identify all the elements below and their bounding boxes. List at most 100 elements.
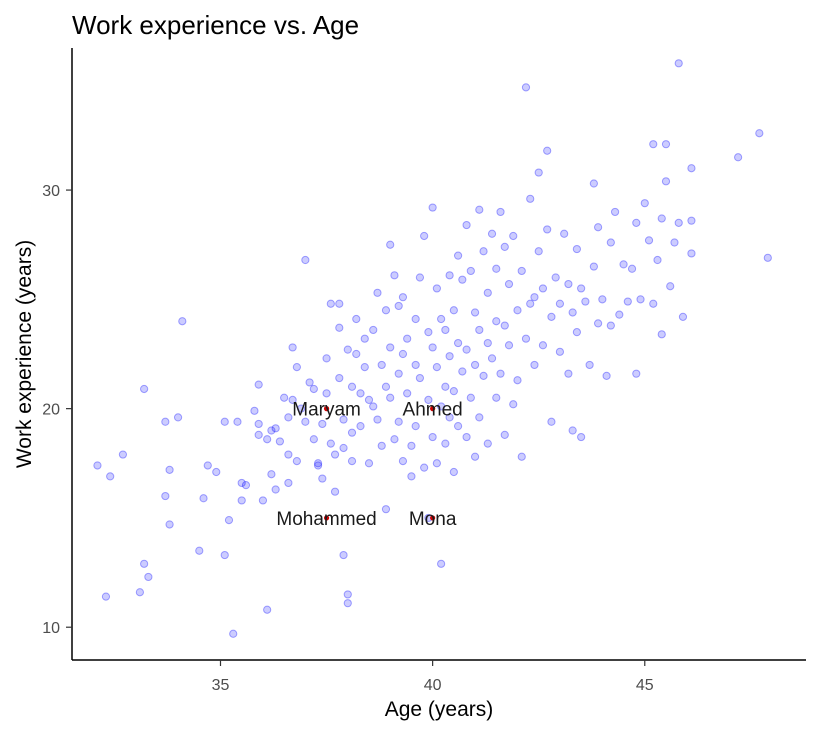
data-point xyxy=(453,422,463,431)
data-point xyxy=(335,299,344,308)
data-point xyxy=(343,599,352,608)
data-point xyxy=(347,382,357,391)
data-point xyxy=(577,284,586,293)
data-point xyxy=(496,369,505,378)
data-point xyxy=(313,459,323,468)
data-point xyxy=(606,321,615,330)
data-point xyxy=(411,422,420,431)
data-point xyxy=(237,496,246,505)
data-point xyxy=(453,251,463,260)
data-point xyxy=(547,417,556,426)
data-point xyxy=(292,457,301,466)
data-point xyxy=(678,312,688,321)
data-point xyxy=(475,413,484,422)
y-tick-label: 10 xyxy=(42,620,60,637)
data-point xyxy=(619,260,628,269)
data-point xyxy=(674,218,683,227)
data-point xyxy=(632,369,641,378)
data-point xyxy=(364,459,374,468)
data-point xyxy=(441,439,450,448)
data-point xyxy=(504,279,514,289)
data-point xyxy=(479,247,488,256)
data-point xyxy=(445,271,454,280)
data-point xyxy=(377,441,386,450)
data-point xyxy=(343,345,352,354)
data-point xyxy=(636,295,645,304)
data-point xyxy=(339,415,348,424)
data-point xyxy=(492,393,501,402)
highlight-point xyxy=(323,515,330,521)
data-point xyxy=(483,439,492,448)
data-point xyxy=(437,559,446,568)
data-point xyxy=(432,284,441,293)
data-point xyxy=(687,164,696,173)
data-point xyxy=(462,345,471,354)
data-point xyxy=(195,546,204,555)
data-point xyxy=(144,572,153,582)
data-point xyxy=(288,395,297,404)
data-point xyxy=(657,214,666,223)
data-point xyxy=(161,491,170,501)
data-point xyxy=(347,428,357,437)
data-point xyxy=(140,384,149,394)
data-point xyxy=(564,279,573,289)
data-point xyxy=(458,275,467,284)
data-point xyxy=(403,389,412,398)
data-point xyxy=(398,457,408,466)
y-axis-label: Work experience (years) xyxy=(13,240,36,468)
data-point xyxy=(394,301,403,311)
data-point xyxy=(606,238,615,247)
data-point xyxy=(538,284,548,293)
data-point xyxy=(415,273,425,282)
data-point xyxy=(199,494,208,503)
data-point xyxy=(661,140,671,149)
highlight-point xyxy=(430,406,436,412)
y-tick-label: 20 xyxy=(42,402,60,419)
data-point xyxy=(470,452,480,461)
data-point xyxy=(483,338,492,348)
data-point xyxy=(572,244,581,254)
data-point xyxy=(106,472,115,481)
data-point xyxy=(534,247,543,256)
data-point xyxy=(301,417,310,426)
data-point xyxy=(543,146,552,155)
data-point xyxy=(220,417,229,426)
data-point xyxy=(640,199,649,208)
data-point xyxy=(288,343,297,352)
data-point xyxy=(297,404,306,413)
data-point xyxy=(428,343,437,352)
data-point xyxy=(687,216,696,225)
data-point xyxy=(165,520,174,529)
data-point xyxy=(101,592,111,601)
data-point xyxy=(284,413,293,422)
point-label: Mona xyxy=(409,509,457,530)
data-point xyxy=(432,363,441,372)
data-point xyxy=(335,373,344,383)
data-point xyxy=(589,262,598,271)
data-point xyxy=(632,218,641,227)
data-point xyxy=(462,220,471,230)
data-point xyxy=(93,461,102,470)
data-point xyxy=(572,328,581,337)
data-point xyxy=(487,354,497,363)
data-point xyxy=(330,487,340,496)
data-point xyxy=(644,236,654,245)
data-point xyxy=(386,240,395,249)
data-point xyxy=(577,432,586,442)
data-point xyxy=(394,369,403,378)
data-point xyxy=(178,317,187,326)
data-point xyxy=(263,605,272,614)
data-point xyxy=(275,437,284,446)
data-point xyxy=(538,341,548,350)
data-point xyxy=(377,360,386,370)
data-point xyxy=(381,505,391,514)
data-point xyxy=(373,415,382,424)
data-point xyxy=(441,382,450,391)
data-point xyxy=(369,402,378,411)
data-point xyxy=(453,338,463,348)
data-point xyxy=(568,426,577,435)
data-point xyxy=(318,474,327,483)
data-point xyxy=(250,406,259,415)
data-point xyxy=(135,588,144,597)
